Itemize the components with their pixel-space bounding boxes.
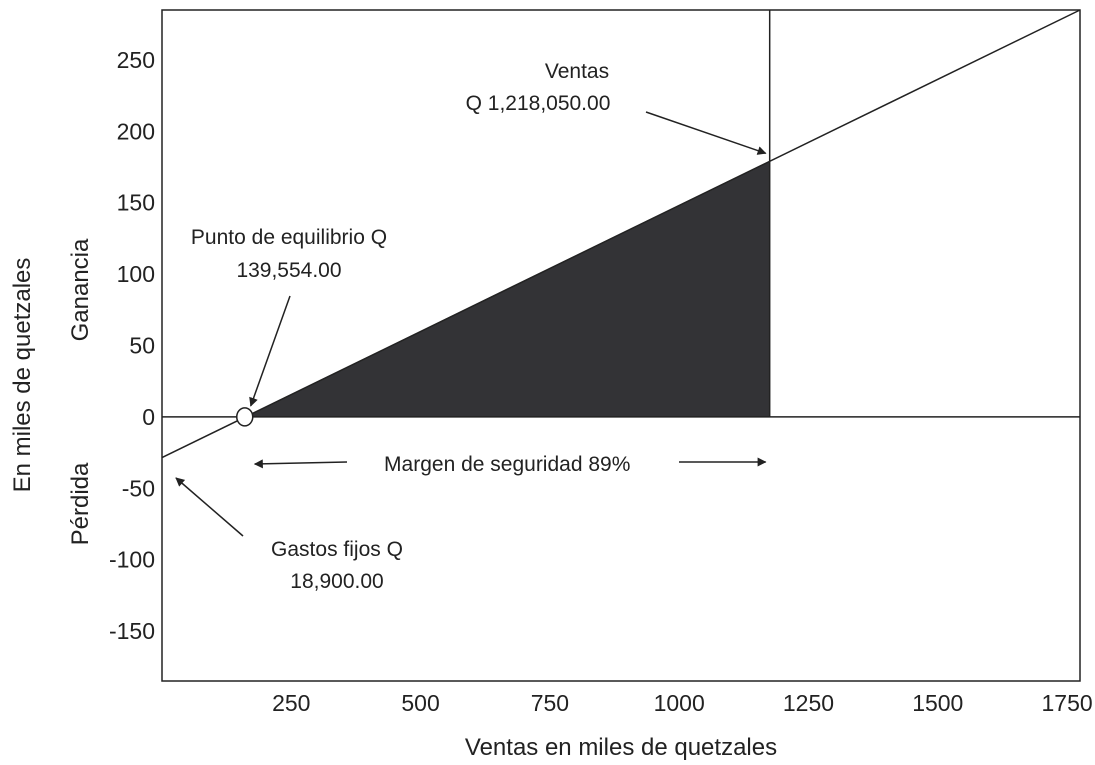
y-axis-label-perdida: Pérdida [67,462,94,545]
y-axis-label: En miles de quetzales [9,258,36,493]
annotation-fixed-costs-title: Gastos fijos Q [271,538,403,561]
arrow-to-break-even [249,295,291,407]
x-tick-label: 1250 [783,690,834,716]
y-tick-label: 100 [117,261,155,287]
x-tick-label: 1000 [654,690,705,716]
profit-line [161,9,1081,459]
y-tick-label: 250 [117,47,155,73]
y-tick-label: -150 [109,618,155,644]
annotation-arrows [175,111,767,537]
x-axis-label: Ventas en miles de quetzales [465,734,777,761]
x-tick-label: 250 [272,690,310,716]
y-tick-label: -100 [109,547,155,573]
y-tick-label: 0 [142,404,155,430]
y-tick-label: 50 [129,333,155,359]
annotation-break-even-value: 139,554.00 [236,259,341,282]
annotation-ventas-value: Q 1,218,050.00 [466,92,611,115]
x-tick-label: 500 [401,690,439,716]
annotation-fixed-costs-value: 18,900.00 [290,570,383,593]
y-tick-group: 250 200 150 100 50 0 -50 -100 -150 [109,47,155,644]
y-tick-label: 150 [117,190,155,216]
x-tick-label: 750 [531,690,569,716]
arrow-safety-margin-left [253,459,348,469]
annotation-ventas-title: Ventas [545,60,609,83]
y-tick-label: -50 [122,475,155,501]
plot-area-border [161,9,1081,682]
annotation-safety-margin: Margen de seguridad 89% [384,453,630,476]
x-tick-group: 250 500 750 1000 1250 1500 1750 [272,690,1093,716]
y-axis-label-ganancia: Ganancia [67,238,94,341]
break-even-point [235,407,254,427]
arrow-to-sales-point [645,111,767,155]
arrow-to-fixed-costs [175,477,244,537]
x-tick-label: 1750 [1041,690,1092,716]
x-tick-label: 1500 [912,690,963,716]
y-tick-label: 200 [117,118,155,144]
chart-marks [161,9,1081,459]
annotation-break-even-title: Punto de equilibrio Q [191,226,387,249]
plot-frame [161,9,1081,682]
